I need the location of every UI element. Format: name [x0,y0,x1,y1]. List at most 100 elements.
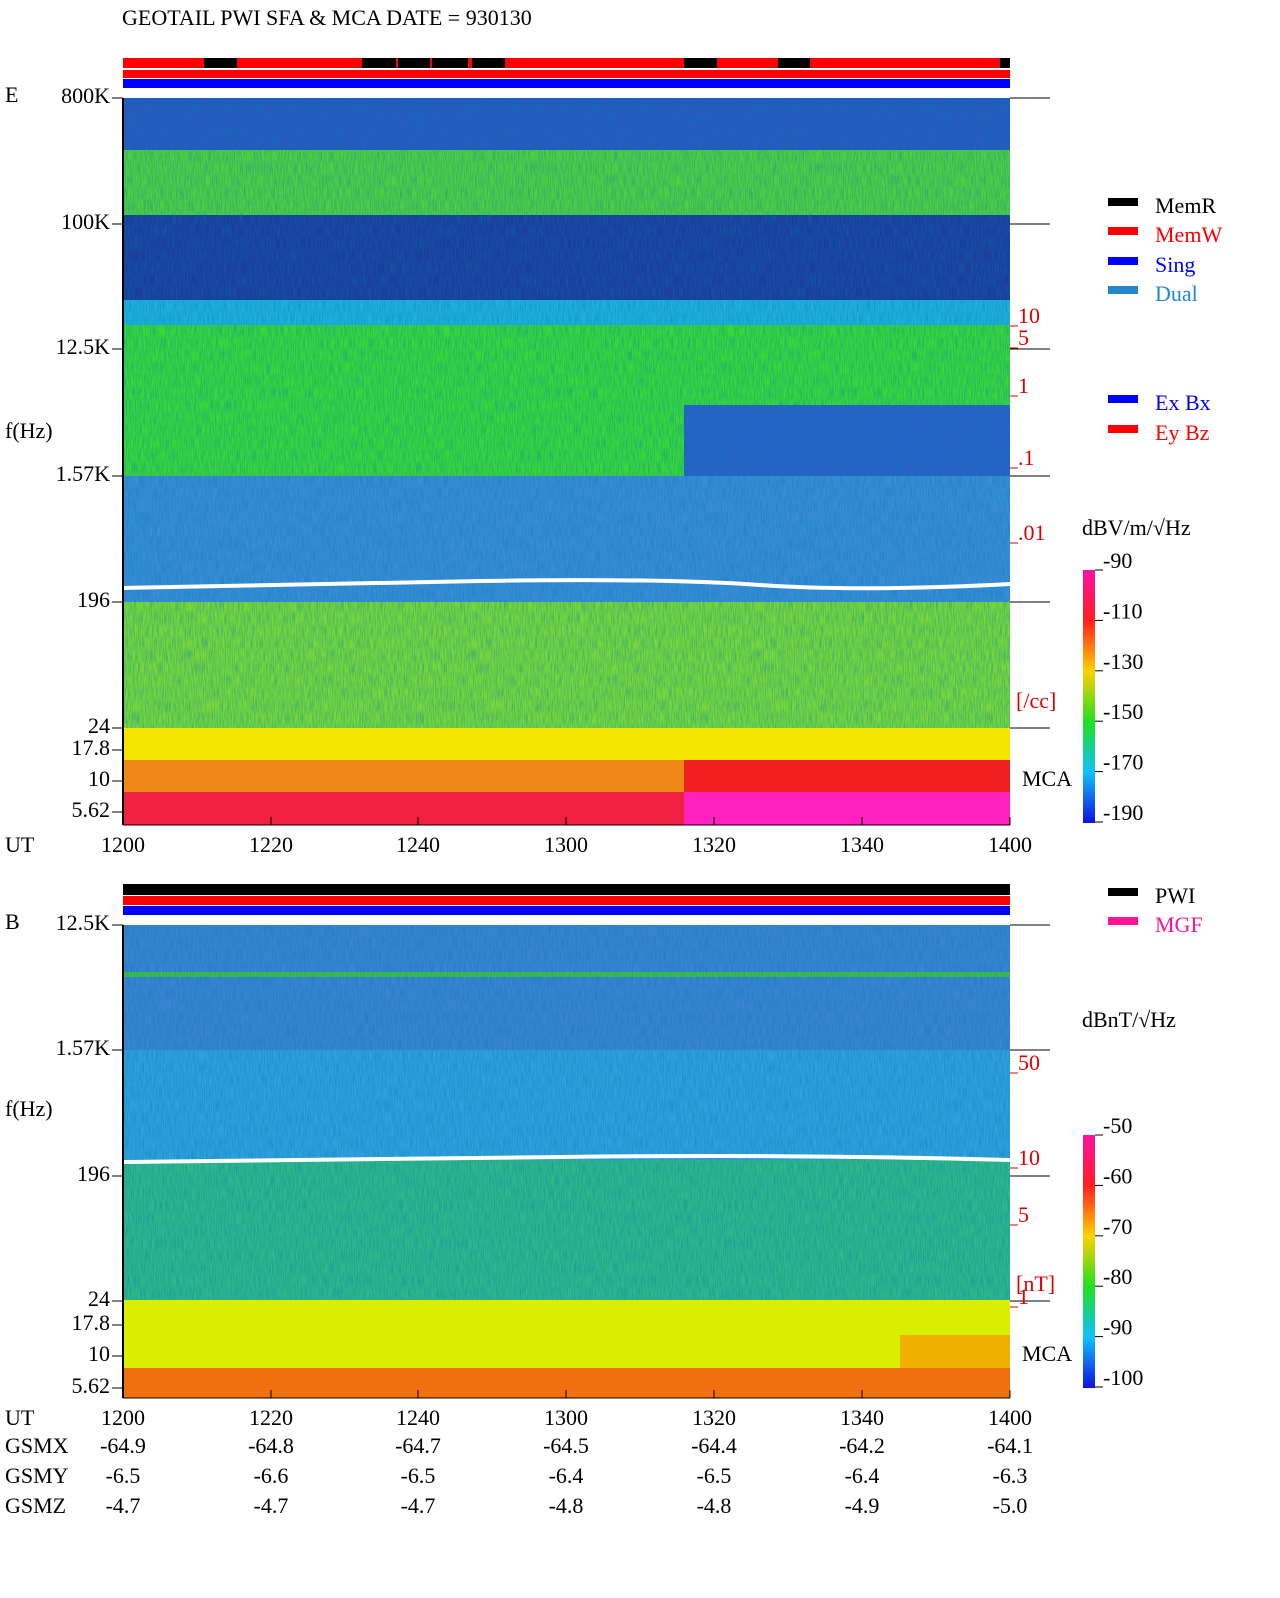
colorbar-tick-label: -90 [1103,1315,1132,1340]
orbit-value: -6.4 [845,1463,880,1488]
plasma-line [122,1154,1011,1164]
time-tick-label: 1340 [840,1405,884,1430]
legend-swatch [1108,425,1138,433]
status-bar [123,884,1010,895]
freq-tick-label: 12.5K [56,910,111,935]
status-gap [472,58,505,68]
freq-tick-label: 10 [88,766,110,791]
plasma-line [122,578,1011,591]
orbit-value: -6.4 [549,1463,584,1488]
freq-tick-label: 5.62 [72,1373,111,1398]
freq-tick-label: 24 [88,1286,110,1311]
side-unit: [nT] [1016,1271,1055,1296]
side-tick-label: 50 [1018,1050,1040,1075]
time-tick-label: 1240 [396,1405,440,1430]
side-tick-label: 1 [1018,1284,1029,1309]
orbit-value: -6.5 [106,1463,141,1488]
side-tick-label: 5 [1018,325,1029,350]
freq-tick-label: 17.8 [72,735,111,760]
time-tick-label: 1220 [249,832,293,857]
side-tick-label: 1 [1018,373,1029,398]
orbit-value: -64.7 [395,1433,441,1458]
colorbar-tick-label: -60 [1103,1163,1132,1188]
legend-label: MGF [1155,912,1203,937]
orbit-value: -4.7 [401,1493,436,1518]
freq-tick-label: 196 [77,1161,110,1186]
legend-label: MemR [1155,193,1216,218]
mca-label: MCA [1022,1341,1072,1366]
colorbar-tick-label: -50 [1103,1113,1132,1138]
side-tick-label: 5 [1018,1202,1029,1227]
ut-label: UT [5,832,35,857]
time-tick-label: 1400 [988,1405,1032,1430]
legend-swatch [1108,227,1138,235]
side-tick-label: .01 [1018,520,1046,545]
status-bar [123,79,1010,88]
freq-tick-label: 1.57K [56,461,111,486]
time-tick-label: 1400 [988,832,1032,857]
legend-swatch [1108,917,1138,925]
colorbar-tick-label: -150 [1103,699,1143,724]
time-tick-label: 1300 [544,832,588,857]
orbit-value: -64.8 [248,1433,294,1458]
legend-swatch [1108,888,1138,896]
panel-label: B [5,909,20,934]
orbit-label: GSMZ [5,1493,66,1518]
side-tick-label: 10 [1018,1145,1040,1170]
status-gap [204,58,237,68]
legend-swatch [1108,286,1138,294]
orbit-value: -64.1 [987,1433,1033,1458]
colorbar-unit: dBnT/√Hz [1082,1007,1176,1032]
status-bar [123,70,1010,78]
time-tick-label: 1240 [396,832,440,857]
legend-label: MemW [1155,222,1222,247]
ut-label: UT [5,1405,35,1430]
freq-tick-label: 100K [61,209,110,234]
colorbar [1083,570,1095,823]
time-tick-label: 1220 [249,1405,293,1430]
freq-tick-label: 24 [88,713,110,738]
side-unit: [/cc] [1016,688,1056,713]
orbit-value: -4.8 [697,1493,732,1518]
legend-label: Sing [1155,252,1195,277]
spectrum-band [900,1335,1010,1368]
status-gap [1000,58,1010,68]
orbit-label: GSMX [5,1433,69,1458]
legend-label: Ex Bx [1155,390,1211,415]
freq-tick-label: 17.8 [72,1310,111,1335]
colorbar-tick-label: -110 [1103,598,1143,623]
colorbar-tick-label: -100 [1103,1365,1143,1390]
freq-tick-label: 196 [77,587,110,612]
orbit-value: -64.9 [100,1433,146,1458]
noise [123,925,1010,1300]
noise [123,98,1010,728]
status-bar [123,906,1010,915]
mca-label: MCA [1022,766,1072,791]
legend-swatch [1108,198,1138,206]
title: GEOTAIL PWI SFA & MCA DATE = 930130 [122,5,532,30]
colorbar [1083,1135,1095,1388]
panel-label: E [5,82,18,107]
legend-label: Ey Bz [1155,420,1210,445]
y-axis-label: f(Hz) [5,1096,53,1121]
colorbar-tick-label: -80 [1103,1264,1132,1289]
time-tick-label: 1340 [840,832,884,857]
colorbar-tick-label: -90 [1103,548,1132,573]
colorbar-tick-label: -130 [1103,649,1143,674]
orbit-value: -6.5 [697,1463,732,1488]
freq-tick-label: 1.57K [56,1035,111,1060]
orbit-value: -64.4 [691,1433,737,1458]
status-bar [123,58,1010,68]
orbit-value: -64.5 [543,1433,589,1458]
orbit-value: -6.5 [401,1463,436,1488]
spectrum-band [123,728,1010,760]
freq-tick-label: 800K [61,83,110,108]
legend-label: Dual [1155,281,1198,306]
status-gap [778,58,810,68]
status-gap [684,58,717,68]
spectrum-band [123,1300,1010,1368]
legend-label: PWI [1155,883,1195,908]
spectrum-band [684,760,1010,792]
time-tick-label: 1300 [544,1405,588,1430]
